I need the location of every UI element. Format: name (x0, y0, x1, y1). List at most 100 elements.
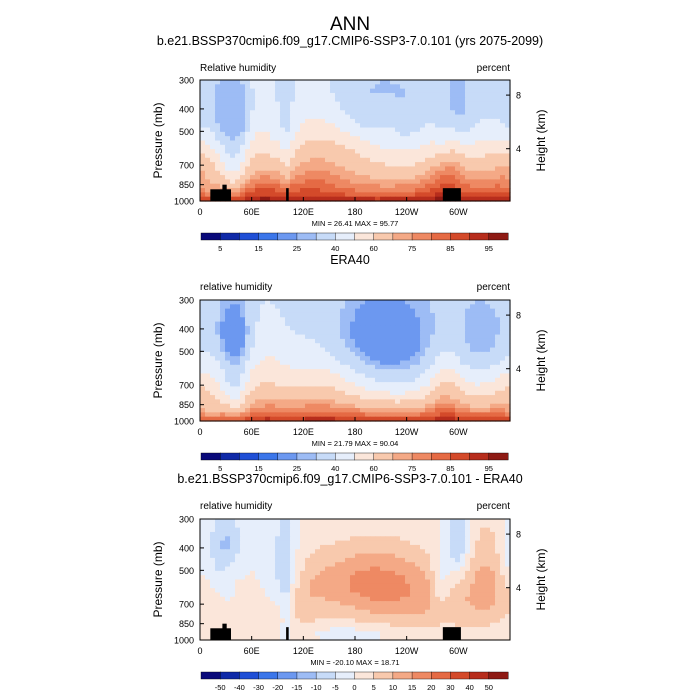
heatmap-cell (220, 325, 226, 331)
heatmap-cell (410, 557, 416, 563)
heatmap-cell (210, 325, 216, 331)
heatmap-cell (390, 351, 396, 357)
heatmap-cell (450, 364, 456, 370)
heatmap-cell (350, 179, 356, 185)
heatmap-cell (395, 540, 401, 546)
heatmap-cell (265, 527, 271, 533)
heatmap-cell (440, 540, 446, 546)
heatmap-cell (425, 412, 431, 418)
heatmap-cell (400, 373, 406, 379)
heatmap-cell (290, 308, 296, 314)
heatmap-cell (435, 325, 441, 331)
heatmap-cell (210, 377, 216, 383)
heatmap-cell (385, 536, 391, 542)
heatmap-cell (500, 140, 506, 146)
heatmap-cell (505, 179, 511, 185)
heatmap-cell (445, 562, 451, 568)
heatmap-cell (400, 519, 406, 524)
heatmap-cell (485, 544, 491, 550)
heatmap-cell (355, 523, 361, 529)
heatmap-cell (450, 609, 456, 615)
heatmap-cell (490, 114, 496, 120)
heatmap-cell (375, 170, 381, 176)
heatmap-cell (240, 183, 246, 189)
heatmap-cell (260, 356, 266, 362)
y-tick-label: 1000 (174, 417, 194, 427)
heatmap-cell (295, 149, 301, 155)
heatmap-cell (355, 162, 361, 168)
heatmap-cell (280, 192, 286, 198)
heatmap-cell (315, 364, 321, 370)
heatmap-cell (305, 330, 311, 336)
heatmap-cell (225, 369, 231, 375)
heatmap-cell (290, 395, 296, 400)
heatmap-cell (490, 351, 496, 357)
heatmap-cell (495, 601, 501, 607)
heatmap-cell (430, 609, 436, 615)
heatmap-cell (305, 583, 311, 589)
heatmap-cell (490, 317, 496, 323)
heatmap-cell (390, 123, 396, 129)
heatmap-cell (435, 170, 441, 176)
heatmap-cell (415, 605, 421, 611)
y-tick-label: 500 (179, 127, 194, 137)
heatmap-cell (470, 170, 476, 176)
heatmap-cell (315, 523, 321, 529)
heatmap-cell (435, 351, 441, 357)
heatmap-cell (480, 153, 486, 159)
heatmap-cell (200, 304, 206, 310)
heatmap-cell (495, 360, 501, 366)
heatmap-cell (230, 179, 236, 185)
heatmap-cell (400, 144, 406, 150)
heatmap-cell (250, 588, 256, 594)
heatmap-cell (340, 136, 346, 142)
heatmap-cell (210, 140, 216, 146)
heatmap-cell (435, 360, 441, 366)
heatmap-cell (255, 583, 261, 589)
heatmap-cell (220, 105, 226, 111)
heatmap-cell (355, 527, 361, 533)
heatmap-cell (340, 531, 346, 537)
heatmap-cell (230, 549, 236, 555)
heatmap-cell (250, 519, 256, 524)
heatmap-cell (200, 527, 206, 533)
heatmap-cell (230, 97, 236, 103)
heatmap-cell (210, 583, 216, 589)
heatmap-cell (260, 183, 266, 189)
heatmap-cell (445, 364, 451, 370)
heatmap-cell (215, 140, 221, 146)
heatmap-cell (255, 330, 261, 336)
heatmap-cell (500, 527, 506, 533)
heatmap-cell (475, 575, 481, 581)
heatmap-cell (490, 566, 496, 572)
heatmap-cell (415, 523, 421, 529)
heatmap-cell (215, 80, 221, 85)
heatmap-cell (235, 84, 241, 90)
heatmap-cell (435, 536, 441, 542)
heatmap-cell (460, 123, 466, 129)
heatmap-cell (405, 110, 411, 116)
heatmap-cell (325, 330, 331, 336)
heatmap-cell (215, 101, 221, 107)
heatmap-cell (340, 105, 346, 111)
heatmap-cell (255, 399, 261, 405)
heatmap-cell (245, 614, 251, 619)
heatmap-cell (400, 92, 406, 98)
heatmap-cell (315, 123, 321, 129)
heatmap-cell (365, 360, 371, 366)
heatmap-cell (360, 373, 366, 379)
heatmap-cell (215, 579, 221, 585)
heatmap-cell (480, 175, 486, 180)
heatmap-cell (300, 412, 306, 418)
heatmap-cell (445, 416, 451, 422)
heatmap-cell (200, 364, 206, 370)
heatmap-cell (235, 92, 241, 98)
heatmap-cell (425, 80, 431, 85)
heatmap-cell (295, 373, 301, 379)
heatmap-cell (300, 347, 306, 353)
heatmap-cell (435, 583, 441, 589)
heatmap-cell (295, 114, 301, 120)
heatmap-cell (245, 321, 251, 327)
heatmap-cell (310, 364, 316, 370)
heatmap-cell (405, 317, 411, 323)
